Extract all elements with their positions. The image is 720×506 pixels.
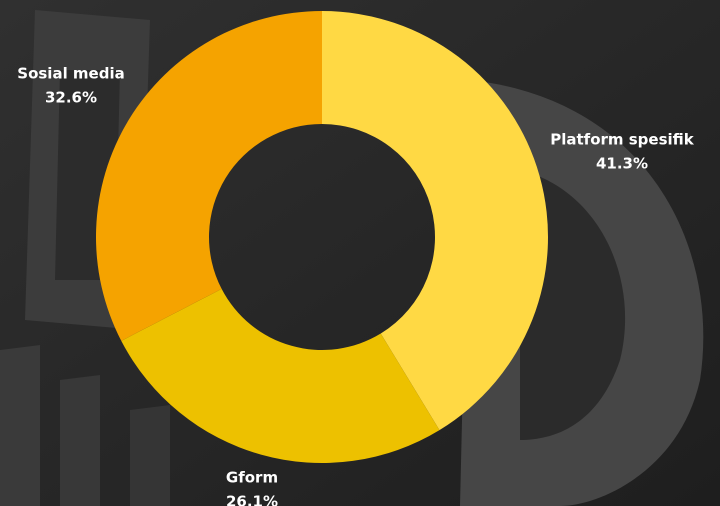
slice <box>121 288 440 463</box>
slice-value-label: 41.3% <box>596 155 648 173</box>
slice <box>96 11 322 341</box>
slice-value-label: 32.6% <box>45 89 97 107</box>
slice-label: Sosial media <box>17 65 124 83</box>
slice-label: Platform spesifik <box>550 131 695 149</box>
slice-label: Gform <box>226 469 278 487</box>
slice <box>322 11 548 431</box>
donut <box>96 11 548 463</box>
slice-value-label: 26.1% <box>226 493 278 506</box>
